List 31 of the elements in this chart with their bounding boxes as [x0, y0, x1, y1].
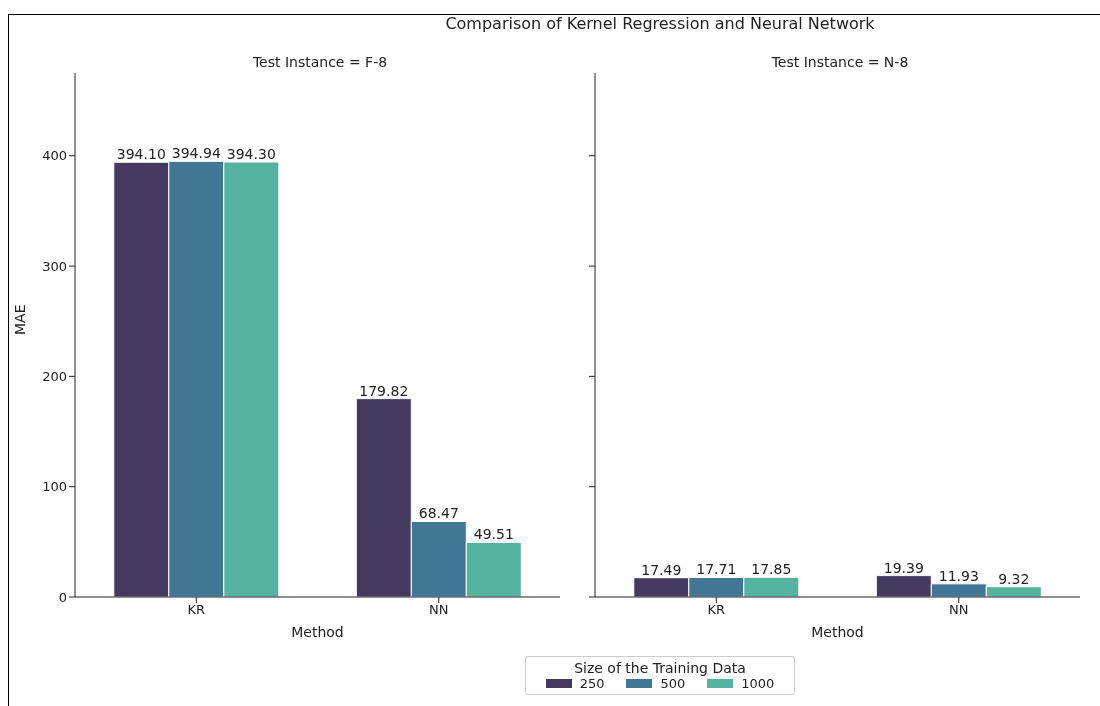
x-axis-title: Method [811, 624, 864, 640]
y-tick-label: 300 [42, 258, 67, 274]
legend-title: Size of the Training Data [573, 660, 747, 676]
x-axis-title: Method [291, 624, 344, 640]
data-label: 68.47 [418, 505, 459, 522]
chart-subtitle: Test Instance = N-8 [770, 54, 910, 70]
data-label: 17.49 [641, 561, 682, 578]
data-label: 9.32 [998, 570, 1030, 587]
data-label: 17.85 [751, 561, 792, 578]
x-tick-label: NN [429, 602, 449, 618]
x-tick-label: NN [949, 602, 969, 618]
data-label: 49.51 [473, 526, 514, 543]
y-axis-title: MAE [11, 304, 28, 335]
y-tick-label: 200 [42, 368, 67, 384]
y-tick-label: 0 [58, 589, 67, 605]
data-label: 19.39 [883, 559, 924, 576]
data-label: 179.82 [359, 382, 409, 399]
x-tick-label: KR [707, 602, 726, 618]
data-label: 394.94 [171, 145, 221, 162]
legend-label: 500 [659, 676, 686, 691]
data-label: 17.71 [696, 561, 737, 578]
chart-subtitle: Test Instance = F-8 [251, 54, 389, 70]
data-label: 11.93 [938, 567, 979, 584]
legend-label: 1000 [740, 676, 775, 691]
y-tick-label: 400 [42, 148, 67, 164]
legend-label: 250 [578, 676, 605, 691]
y-tick-label: 100 [42, 479, 67, 495]
text: Comparison of Kernel Regression and Neural Network [444, 14, 876, 33]
data-label: 394.10 [116, 146, 166, 163]
data-label: 394.30 [226, 146, 276, 163]
x-tick-label: KR [187, 602, 206, 618]
